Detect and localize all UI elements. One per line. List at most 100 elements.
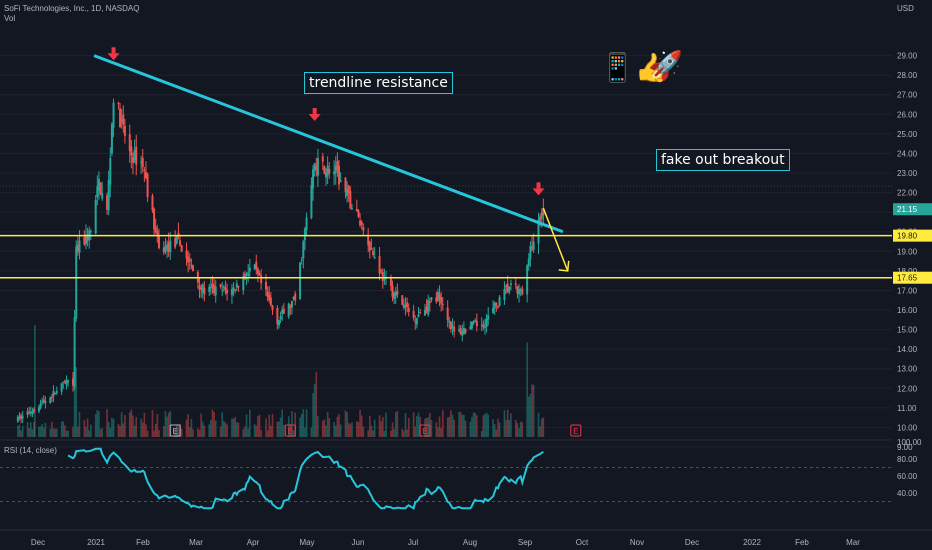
candle-body [175, 236, 178, 244]
volume-bar [132, 415, 134, 437]
candle-body [459, 328, 462, 335]
candle-body [130, 146, 133, 156]
candle-body [537, 219, 540, 244]
volume-bar [519, 421, 522, 437]
candle-body [16, 416, 19, 422]
candle-body [542, 208, 545, 216]
candle-body [339, 179, 342, 183]
peak-marker-arrow-head [532, 188, 545, 196]
volume-bar [438, 416, 441, 437]
trendline-resistance-label: trendline resistance [304, 72, 453, 94]
candle-body [167, 242, 170, 252]
rsi-tick-label: 60.00 [897, 472, 918, 481]
rsi-tick-label: 80.00 [897, 455, 918, 464]
time-tick-label: 2021 [87, 538, 105, 547]
volume-bar [62, 421, 65, 437]
price-tick-label: 15.00 [897, 326, 918, 335]
candle-body [414, 320, 417, 322]
candle-body [203, 287, 206, 295]
candle-body [213, 285, 216, 293]
volume-bar [88, 430, 91, 437]
volume-bar [260, 429, 262, 437]
volume-bar [339, 424, 342, 437]
candle-body [120, 119, 123, 123]
candles [16, 98, 545, 424]
volume-bar [391, 422, 394, 437]
earnings-marker-label: E [422, 427, 427, 436]
earnings-marker [284, 424, 296, 437]
volume-bar [197, 428, 199, 437]
volume-bar [135, 417, 138, 437]
candle-body [230, 289, 233, 296]
candle-body [498, 296, 501, 307]
candle-body [253, 264, 256, 270]
peak-marker-arrow-head [308, 113, 321, 121]
volume-bar [145, 424, 147, 437]
volume-bar [539, 426, 541, 437]
volume-bar [201, 421, 204, 437]
candle-body [406, 302, 409, 307]
candle-body [73, 317, 76, 387]
candle-body [29, 412, 32, 414]
candle-body [209, 285, 212, 289]
volume-bar [167, 412, 170, 437]
candle-body [389, 277, 392, 286]
volume-bar [305, 409, 308, 437]
volume-bar [396, 411, 399, 437]
candle-body [401, 295, 404, 305]
candle-body [312, 169, 315, 189]
price-tick-label: 22.00 [897, 189, 918, 198]
volume-bar [247, 428, 249, 437]
candle-body [415, 317, 418, 325]
candle-body [224, 287, 227, 290]
candle-body [326, 165, 329, 176]
volume-bar [503, 410, 506, 437]
candle-body [144, 172, 147, 179]
candle-body [370, 248, 373, 250]
candle-body [355, 209, 358, 212]
volume-bar [44, 422, 47, 437]
volume-bar [85, 426, 87, 437]
candle-body [141, 157, 144, 167]
candle-body [255, 261, 258, 270]
volume-bar [140, 418, 142, 437]
rocket-icon: 🚀 [648, 50, 683, 81]
volume-bar [112, 418, 115, 437]
volume-bar [437, 427, 439, 437]
volume-bar [424, 418, 426, 437]
volume-bar [542, 417, 545, 437]
volume-bar [480, 430, 483, 437]
price-tick-label: 27.00 [897, 91, 918, 100]
volume-bar [537, 412, 540, 437]
candle-body [299, 262, 302, 299]
fake-out-breakout-label: fake out breakout [656, 149, 790, 171]
candle-body [325, 172, 328, 178]
candle-body [84, 234, 87, 244]
volume-bar [498, 422, 501, 437]
candle-body [503, 288, 506, 300]
volume-bar [257, 415, 259, 437]
volume-bar [117, 424, 120, 437]
candle-body [428, 301, 431, 303]
candle-body [123, 125, 126, 136]
volume-bar [128, 412, 131, 437]
volume-bar [253, 424, 256, 437]
candle-body [76, 244, 79, 252]
volume-bar [208, 424, 211, 437]
level-price-label: 19.80 [897, 232, 918, 241]
candle-body [248, 267, 251, 272]
candle-body [282, 308, 285, 314]
candle-body [201, 284, 204, 293]
volume-bar [73, 367, 76, 437]
candle-body [211, 283, 214, 287]
peak-marker-arrow-head [107, 53, 120, 61]
candle-body [471, 321, 474, 329]
volume-bar [213, 411, 215, 437]
volume-bar [177, 426, 180, 437]
time-tick-label: Jun [352, 538, 365, 547]
candle-body [49, 397, 52, 404]
candle-body [485, 318, 488, 327]
volume-bar [75, 367, 78, 437]
candle-body [265, 281, 268, 290]
